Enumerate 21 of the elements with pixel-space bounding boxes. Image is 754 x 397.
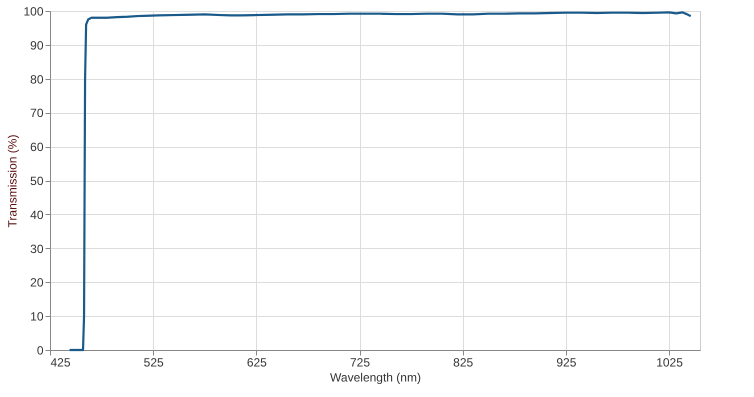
y-tick-label: 70 [30,106,44,120]
y-tick-label: 30 [30,242,44,256]
y-tick-label: 20 [30,276,44,290]
x-tick-label: 425 [50,356,71,370]
x-tick-label: 825 [453,356,474,370]
y-tick-label: 100 [23,4,44,18]
x-tick-label: 725 [350,356,370,370]
y-tick-label: 80 [30,72,44,86]
x-tick-label: 625 [246,356,268,370]
y-tick-label: 0 [36,344,44,358]
x-tick-label: 525 [144,356,164,370]
line-series [68,11,692,352]
y-tick-label: 60 [30,140,44,154]
y-tick-label: 90 [30,38,44,52]
y-tick-label: 10 [30,310,44,324]
x-tick-label: 925 [556,356,577,370]
x-axis-title: Wavelength (nm) [330,370,421,384]
x-tick-label: 1025 [656,356,684,370]
y-axis-title: Transmission (%) [5,134,20,228]
y-tick-label: 40 [30,208,44,222]
y-tick-label: 50 [30,174,44,188]
